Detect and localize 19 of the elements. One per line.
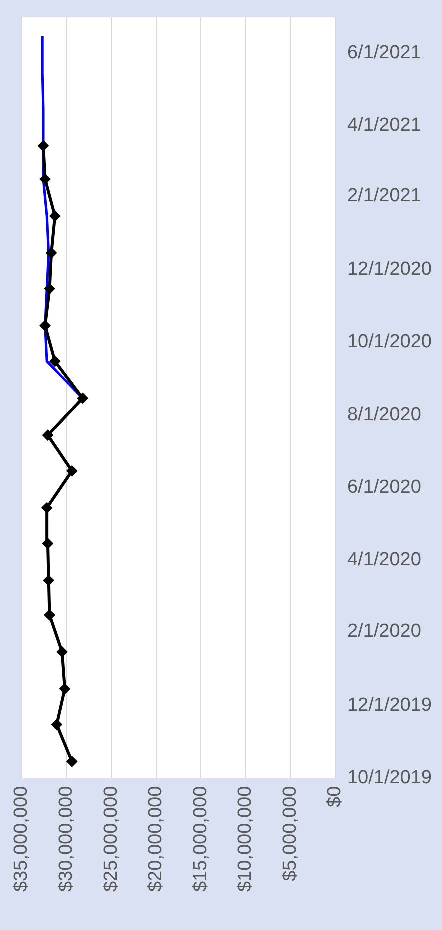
x-tick-label: $25,000,000: [100, 786, 122, 892]
x-tick-label: $5,000,000: [280, 786, 301, 882]
y-tick-label: 6/1/2020: [347, 477, 422, 498]
y-tick-label: 4/1/2021: [347, 115, 422, 136]
y-tick-label: 4/1/2020: [347, 550, 422, 571]
y-tick-label: 10/1/2019: [347, 768, 432, 789]
y-tick-label: 6/1/2021: [347, 42, 422, 64]
x-tick-label: $30,000,000: [56, 786, 78, 892]
y-tick-label: 12/1/2019: [347, 694, 432, 716]
y-tick-label: 2/1/2021: [347, 185, 422, 206]
x-tick-label: $20,000,000: [146, 786, 167, 892]
y-tick-label: 2/1/2020: [347, 621, 422, 642]
y-tick-label: 10/1/2020: [347, 332, 432, 353]
y-tick-label: 8/1/2020: [347, 404, 422, 426]
y-tick-label: 12/1/2020: [347, 259, 432, 280]
x-tick-label: $35,000,000: [11, 786, 32, 892]
x-tick-label: $0: [324, 786, 346, 808]
x-tick-label: $15,000,000: [190, 786, 212, 892]
x-tick-label: $10,000,000: [235, 786, 256, 892]
